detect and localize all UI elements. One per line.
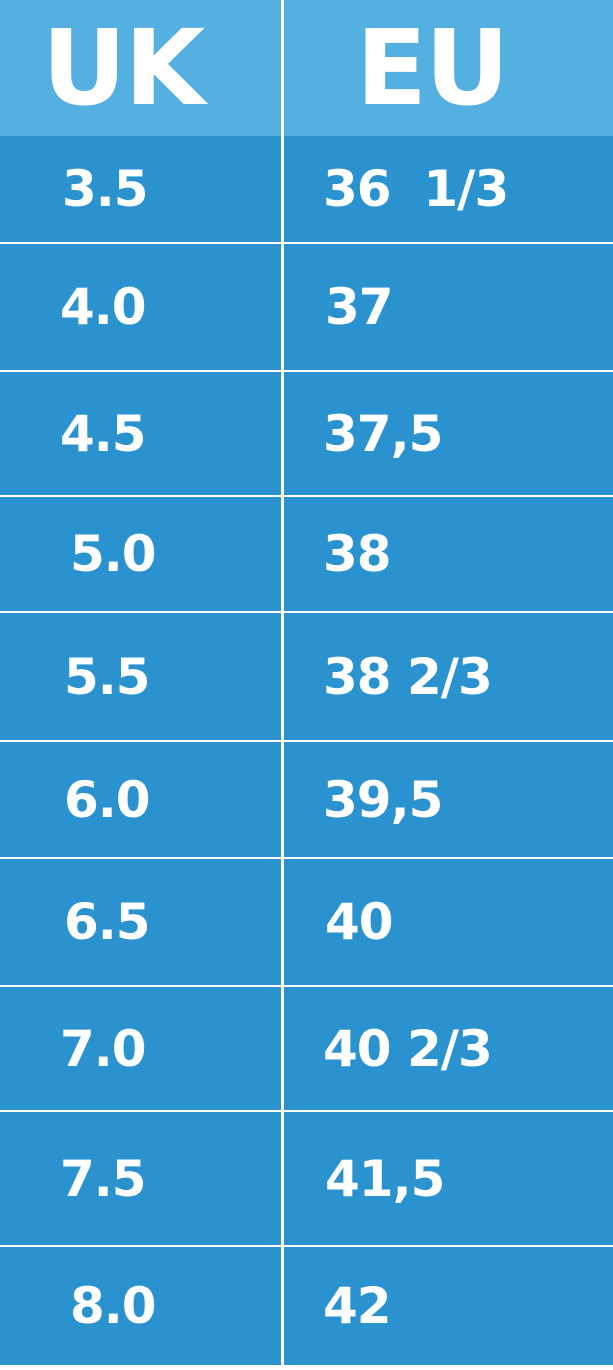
table-row: 3.5 36 1/3 <box>0 136 613 242</box>
table-row: 6.0 39,5 <box>0 742 613 857</box>
uk-size: 4.0 <box>60 278 147 336</box>
column-divider <box>281 0 284 1370</box>
header-uk: UK <box>42 7 205 129</box>
eu-size: 40 <box>325 893 394 951</box>
table-row: 8.0 42 <box>0 1247 613 1365</box>
uk-size: 6.0 <box>64 770 151 829</box>
header-eu: EU <box>356 7 509 129</box>
uk-size: 8.0 <box>70 1277 157 1335</box>
eu-size: 42 <box>323 1277 392 1335</box>
table-row: 7.0 40 2/3 <box>0 987 613 1110</box>
eu-size: 39,5 <box>323 770 443 829</box>
eu-size: 36 1/3 <box>323 160 509 218</box>
uk-size: 6.5 <box>64 893 151 951</box>
uk-size: 7.0 <box>60 1019 147 1078</box>
table-row: 4.0 37 <box>0 244 613 370</box>
table-row: 7.5 41,5 <box>0 1112 613 1245</box>
uk-size: 5.5 <box>64 647 151 706</box>
table-row: 6.5 40 <box>0 859 613 985</box>
uk-size: 3.5 <box>62 160 149 218</box>
eu-size: 41,5 <box>325 1149 445 1208</box>
eu-size: 37 <box>325 278 394 336</box>
table-row: 5.5 38 2/3 <box>0 613 613 740</box>
eu-size: 37,5 <box>323 404 443 463</box>
uk-size: 4.5 <box>60 404 147 463</box>
uk-size: 7.5 <box>60 1149 147 1208</box>
table-row: 4.5 37,5 <box>0 372 613 495</box>
eu-size: 40 2/3 <box>323 1019 493 1078</box>
table-header: UK EU <box>0 0 613 136</box>
eu-size: 38 <box>323 525 392 583</box>
uk-size: 5.0 <box>70 525 157 583</box>
eu-size: 38 2/3 <box>323 647 493 706</box>
table-row: 5.0 38 <box>0 497 613 611</box>
